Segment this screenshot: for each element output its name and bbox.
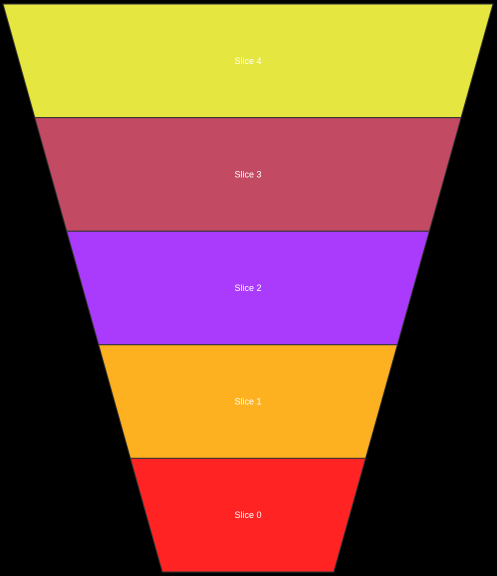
slice-label: Slice 4 <box>234 56 261 66</box>
slice-label: Slice 3 <box>234 169 261 179</box>
slice-label: Slice 1 <box>234 397 261 407</box>
funnel-slice <box>129 457 367 573</box>
slice-label: Slice 0 <box>234 510 261 520</box>
slice-label: Slice 2 <box>234 283 261 293</box>
